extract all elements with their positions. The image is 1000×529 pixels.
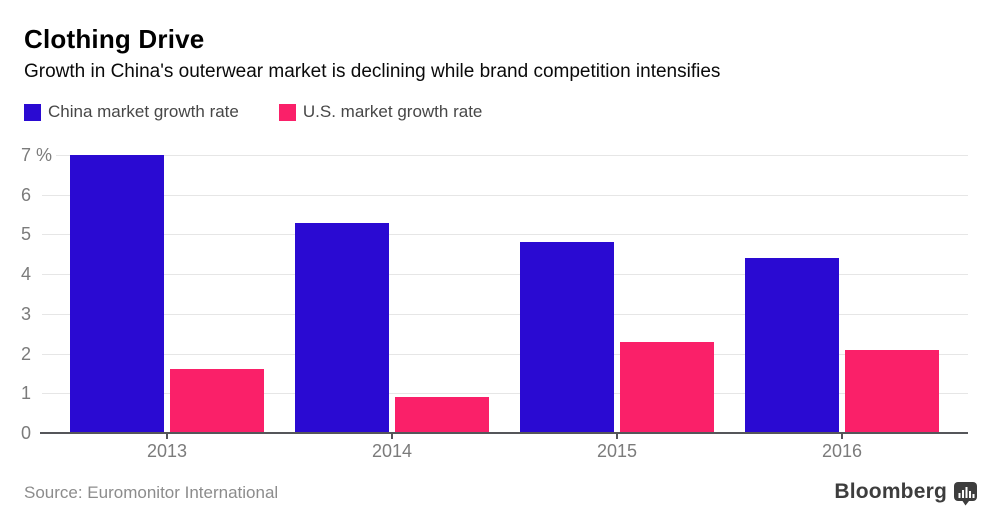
- y-axis-label-4: 4: [21, 264, 36, 285]
- x-axis-label-2013: 2013: [146, 441, 188, 461]
- legend-label-us: U.S. market growth rate: [302, 102, 483, 121]
- bar-us-2014: [395, 397, 489, 433]
- y-axis-label-0: 0: [21, 423, 36, 443]
- legend-label-china: China market growth rate: [48, 102, 239, 121]
- bar-china-2013: [70, 155, 164, 433]
- gridline-y7: [42, 155, 968, 156]
- gridline-y5: [42, 234, 968, 236]
- chart-title: Clothing Drive: [24, 24, 205, 54]
- chart-subtitle: Growth in China's outerwear market is de…: [24, 61, 721, 82]
- legend-swatch-us-icon: [278, 103, 296, 121]
- y-axis-label-5: 5: [21, 224, 36, 245]
- bar-china-2016: [745, 258, 839, 433]
- x-tick-2016: [841, 433, 843, 439]
- legend-item-us: U.S. market growth rate: [278, 102, 483, 122]
- x-axis-label-2014: 2014: [371, 441, 413, 461]
- y-axis-label-2: 2: [21, 343, 36, 364]
- gridline-y2: [42, 353, 968, 355]
- x-tick-2013: [166, 433, 168, 439]
- y-axis-label-6: 6: [21, 184, 36, 205]
- legend-item-china: China market growth rate: [24, 102, 239, 122]
- gridline-y3: [42, 313, 968, 315]
- source-note: Source: Euromonitor International: [24, 483, 279, 502]
- bar-china-2015: [520, 242, 614, 433]
- bar-us-2015: [620, 341, 714, 433]
- y-axis-label-7: 7 %: [21, 145, 57, 165]
- gridline-y1: [42, 393, 968, 395]
- y-axis-label-3: 3: [21, 303, 36, 324]
- x-axis-label-2015: 2015: [596, 441, 638, 461]
- x-axis-label-2016: 2016: [821, 441, 863, 461]
- bar-us-2016: [845, 349, 939, 433]
- bloomberg-logo: Bloomberg: [834, 481, 978, 512]
- legend-swatch-china-icon: [24, 103, 41, 121]
- gridline-y6: [42, 194, 968, 196]
- x-tick-2015: [616, 433, 618, 439]
- bloomberg-wordmark: Bloomberg: [834, 480, 947, 503]
- gridline-y4: [42, 274, 968, 276]
- legend: China market growth rate U.S. market gro…: [24, 102, 482, 122]
- x-axis-line: [40, 432, 968, 434]
- y-axis-label-1: 1: [21, 383, 36, 404]
- bar-us-2013: [170, 369, 264, 433]
- x-tick-2014: [391, 433, 393, 439]
- bloomberg-terminal-icon: [953, 481, 978, 512]
- bar-china-2014: [295, 222, 389, 433]
